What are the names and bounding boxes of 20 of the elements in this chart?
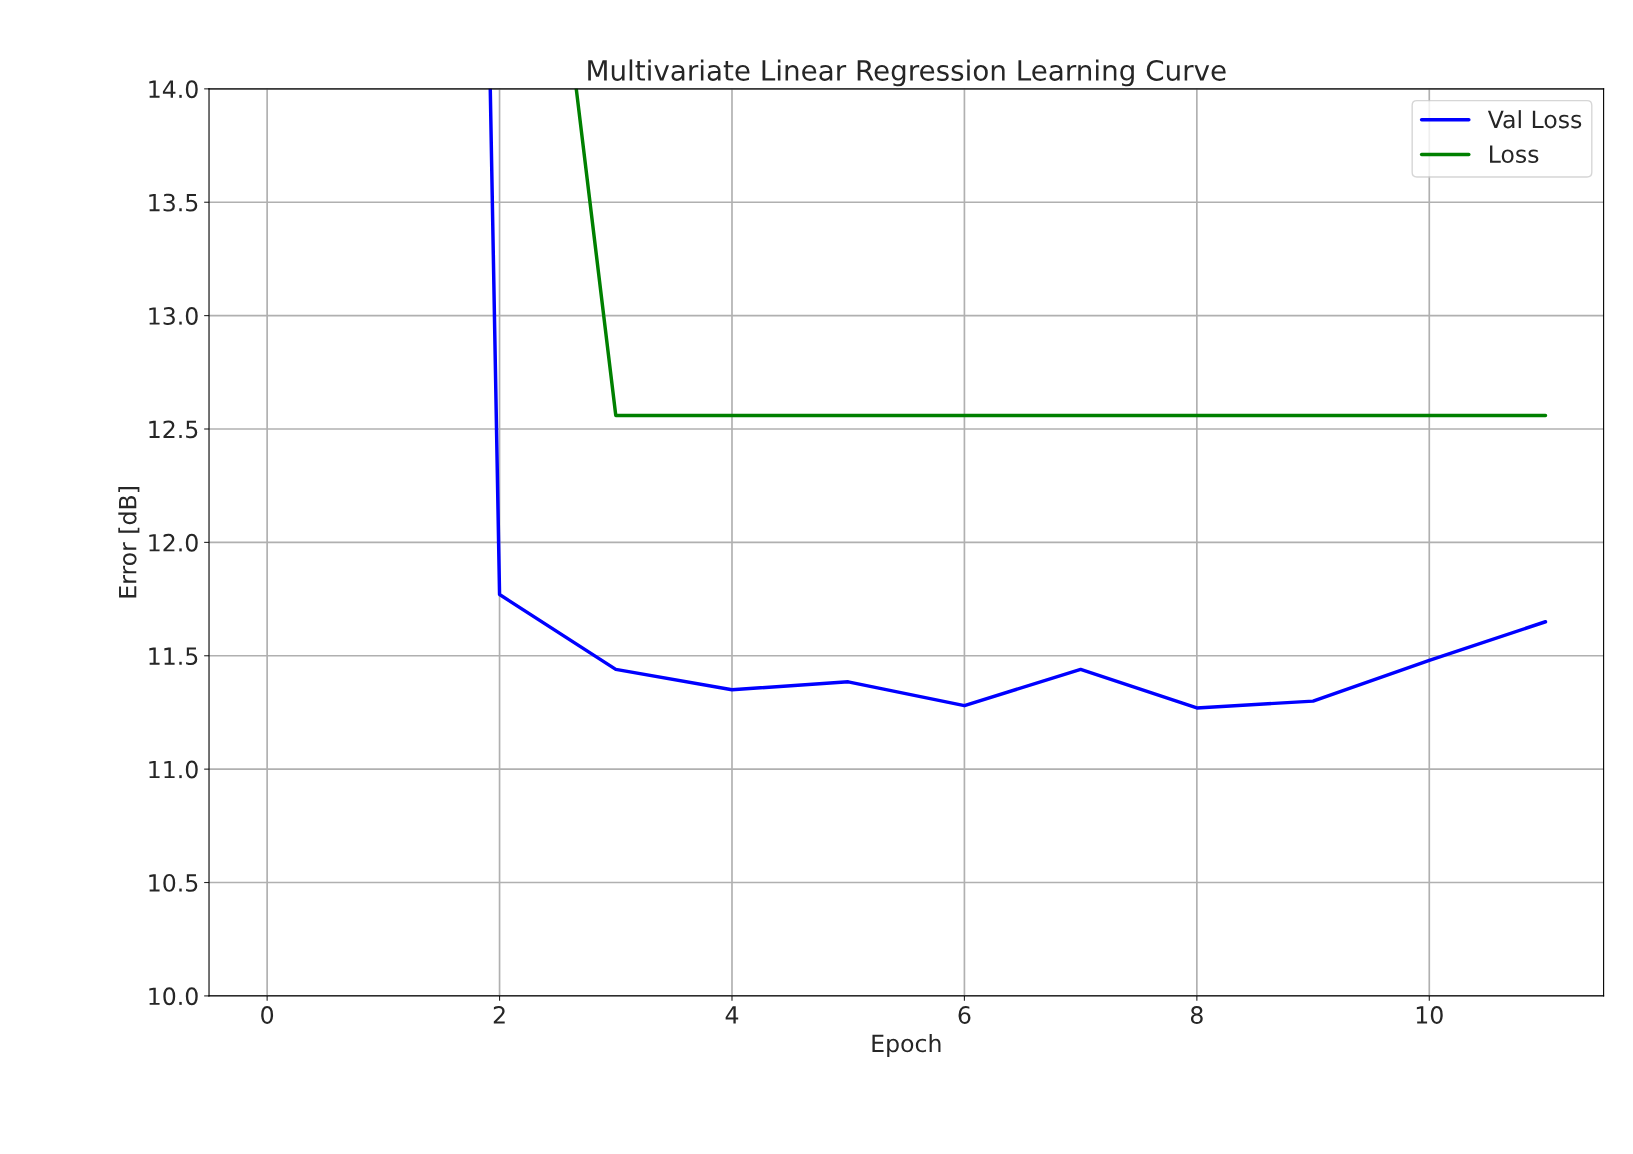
y-tick-label: 10.0 xyxy=(149,987,198,1006)
y-tick-label: 12.0 xyxy=(149,533,198,552)
y-tick-label: 11.5 xyxy=(149,647,198,666)
x-tick-label: 0 xyxy=(261,1006,274,1024)
x-tick-label: 8 xyxy=(1190,1006,1203,1024)
x-tick-label: 4 xyxy=(725,1006,739,1024)
legend-label: Val Loss xyxy=(1487,110,1582,129)
chart-title: Multivariate Linear Regression Learning Curve xyxy=(588,59,1226,87)
y-tick-label: 13.5 xyxy=(149,193,198,212)
y-tick-label: 10.5 xyxy=(149,873,198,892)
x-tick-label: 10 xyxy=(1416,1006,1443,1024)
y-tick-label: 12.5 xyxy=(149,420,198,439)
x-tick-label: 6 xyxy=(958,1006,971,1024)
y-tick-label: 11.0 xyxy=(149,760,198,779)
x-axis-title: Epoch xyxy=(872,1034,941,1057)
y-axis-title: Error [dB] xyxy=(118,487,140,598)
x-tick-label: 2 xyxy=(493,1006,505,1024)
y-tick-label: 14.0 xyxy=(149,80,198,99)
legend-label: Loss xyxy=(1490,145,1539,164)
y-tick-label: 13.0 xyxy=(149,307,198,325)
